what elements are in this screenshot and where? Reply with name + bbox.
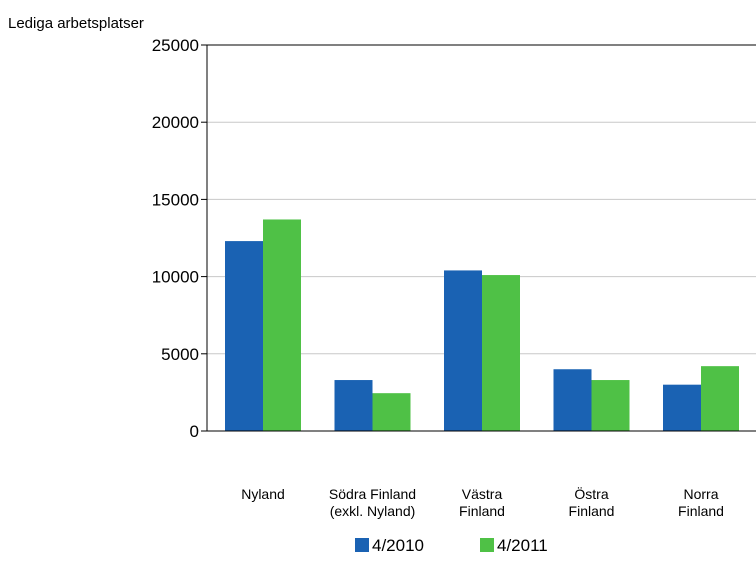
y-axis-label: Lediga arbetsplatser xyxy=(8,15,144,32)
bar-series2-3 xyxy=(591,380,630,431)
x-category-label: Finland xyxy=(678,503,724,519)
legend-swatch-1 xyxy=(355,538,369,552)
x-category-label: Västra xyxy=(462,486,503,502)
bar-series2-1 xyxy=(372,393,411,431)
bar-series2-2 xyxy=(482,275,520,431)
bar-series1-2 xyxy=(444,270,482,431)
bar-series2-0 xyxy=(263,219,301,431)
x-category-label: Norra xyxy=(683,486,718,502)
legend-label-2: 4/2011 xyxy=(497,536,548,555)
bar-series2-4 xyxy=(701,366,739,431)
x-category-label: Nyland xyxy=(241,486,285,502)
bar-series1-0 xyxy=(225,241,263,431)
x-category-label: Finland xyxy=(569,503,615,519)
legend-label-1: 4/2010 xyxy=(372,536,424,555)
legend-swatch-2 xyxy=(480,538,494,552)
x-category-label: Södra Finland xyxy=(329,486,416,502)
y-tick-label: 0 xyxy=(190,422,199,441)
y-tick-label: 10000 xyxy=(152,268,199,287)
y-tick-label: 5000 xyxy=(161,345,199,364)
bar-series1-4 xyxy=(663,384,701,431)
x-category-label: Finland xyxy=(459,503,505,519)
x-category-label: Östra xyxy=(574,485,608,502)
bar-series1-3 xyxy=(553,369,592,431)
y-tick-label: 15000 xyxy=(152,190,199,209)
x-category-label: (exkl. Nyland) xyxy=(330,503,416,519)
bar-series1-1 xyxy=(334,380,373,431)
y-tick-label: 25000 xyxy=(152,36,199,55)
y-tick-label: 20000 xyxy=(152,113,199,132)
